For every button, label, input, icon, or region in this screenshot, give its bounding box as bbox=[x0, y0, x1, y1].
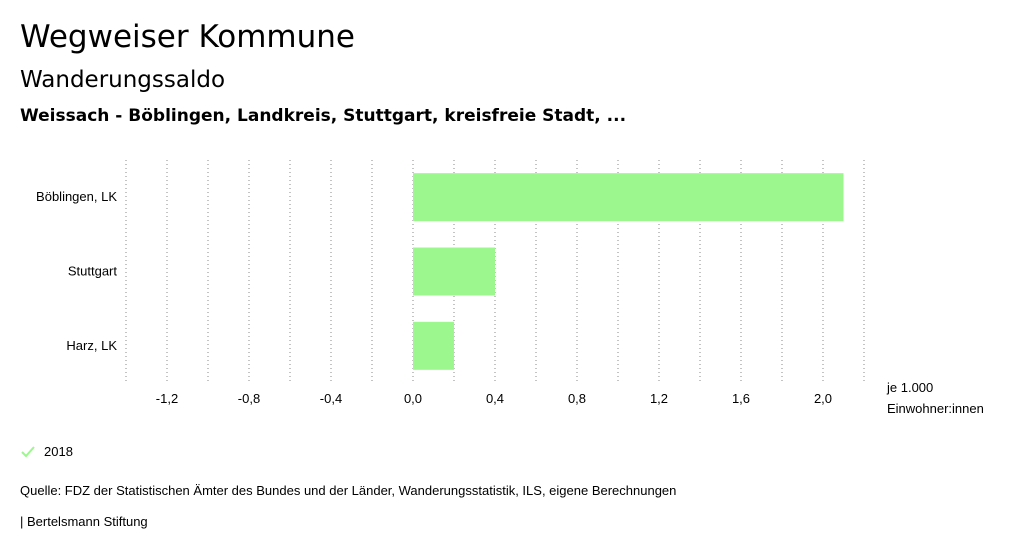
brand-note: | Bertelsmann Stiftung bbox=[20, 514, 148, 529]
x-tick-label: -1,2 bbox=[156, 391, 178, 406]
bar[interactable] bbox=[413, 173, 844, 222]
x-tick-labels: -1,2 -0,8 -0,4 0,0 0,4 0,8 1,2 1,6 2,0 bbox=[156, 391, 832, 406]
x-tick-label: -0,8 bbox=[238, 391, 260, 406]
check-icon bbox=[21, 446, 35, 458]
page-title: Wegweiser Kommune bbox=[20, 19, 355, 55]
x-tick-label: 0,0 bbox=[404, 391, 422, 406]
category-label: Böblingen, LK bbox=[36, 189, 117, 204]
source-note: Quelle: FDZ der Statistischen Ämter des … bbox=[20, 483, 677, 498]
bar[interactable] bbox=[413, 321, 454, 370]
category-label: Stuttgart bbox=[68, 264, 118, 279]
x-tick-label: 1,2 bbox=[650, 391, 668, 406]
x-tick-label: 0,8 bbox=[568, 391, 586, 406]
category-label: Harz, LK bbox=[66, 338, 117, 353]
x-tick-label: 2,0 bbox=[814, 391, 832, 406]
x-tick-label: 0,4 bbox=[486, 391, 504, 406]
x-tick-label: 1,6 bbox=[732, 391, 750, 406]
region-label: Weissach - Böblingen, Landkreis, Stuttga… bbox=[20, 106, 627, 126]
legend-label: 2018 bbox=[44, 444, 73, 459]
legend-item[interactable]: 2018 bbox=[20, 443, 73, 461]
category-labels: Böblingen, LK Stuttgart Harz, LK bbox=[36, 189, 117, 353]
chart-subtitle: Wanderungssaldo bbox=[20, 67, 226, 93]
bar[interactable] bbox=[413, 247, 495, 296]
x-tick-label: -0,4 bbox=[320, 391, 342, 406]
bars bbox=[413, 173, 844, 370]
unit-label-line2: Einwohner:innen bbox=[887, 401, 984, 416]
unit-label-line1: je 1.000 bbox=[886, 380, 933, 395]
